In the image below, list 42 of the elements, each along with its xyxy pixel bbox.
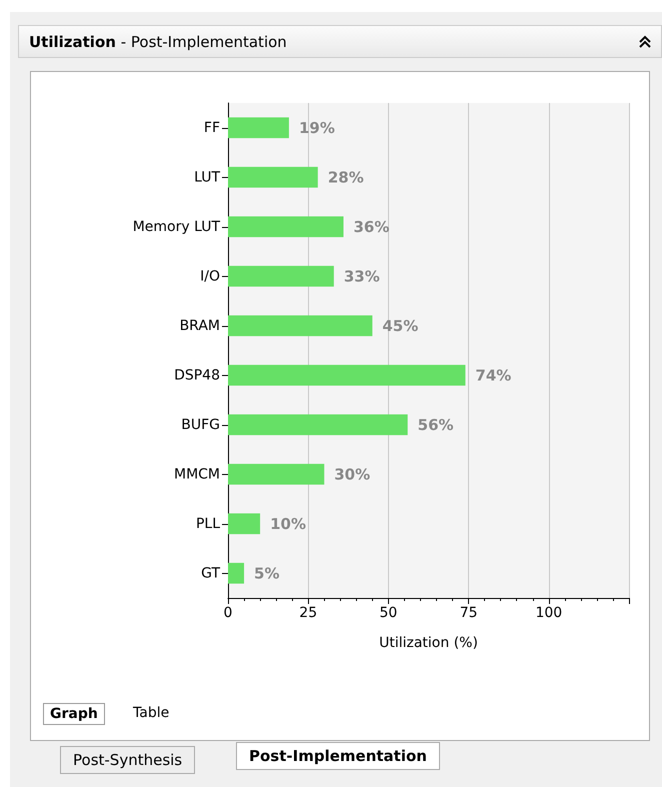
bar bbox=[228, 464, 324, 485]
data-label: 5% bbox=[254, 564, 280, 582]
y-tick-label: PLL bbox=[196, 516, 220, 532]
bar bbox=[228, 414, 408, 436]
bar bbox=[228, 364, 466, 386]
text: Post-Implementation bbox=[236, 742, 440, 770]
bar bbox=[228, 216, 344, 238]
bar bbox=[228, 513, 260, 534]
x-tick-label: 100 bbox=[535, 605, 562, 621]
y-tick-label: LUT bbox=[194, 169, 220, 186]
data-label: 10% bbox=[270, 514, 306, 533]
y-tick-label: GT bbox=[201, 565, 220, 582]
data-label: 30% bbox=[334, 465, 370, 484]
y-tick-label: FF bbox=[204, 120, 220, 136]
y-tick-label: I/O bbox=[200, 268, 220, 284]
bar bbox=[228, 315, 372, 336]
text: Table bbox=[132, 704, 170, 723]
chart-subtitle: - Post-Implementation bbox=[120, 33, 287, 51]
data-label: 74% bbox=[475, 366, 512, 384]
data-label: 33% bbox=[344, 267, 380, 286]
data-label: 19% bbox=[298, 118, 335, 137]
bar bbox=[228, 562, 244, 584]
y-tick-label: BRAM bbox=[180, 318, 220, 334]
bar bbox=[228, 117, 289, 138]
bar bbox=[228, 266, 334, 287]
data-label: 36% bbox=[353, 218, 390, 236]
x-tick-label: 50 bbox=[379, 605, 398, 621]
text: Post-Synthesis bbox=[60, 746, 196, 774]
x-tick-label: 25 bbox=[299, 605, 318, 621]
data-label: 56% bbox=[418, 416, 454, 434]
y-tick-label: MMCM bbox=[174, 466, 220, 482]
bar bbox=[228, 166, 318, 188]
y-tick-label: Memory LUT bbox=[132, 218, 220, 235]
x-tick-label: 0 bbox=[224, 605, 232, 621]
y-tick-label: DSP48 bbox=[174, 367, 220, 384]
x-tick-label: 75 bbox=[460, 605, 478, 621]
x-axis-title: Utilization (%) bbox=[379, 635, 478, 651]
data-label: 28% bbox=[328, 168, 364, 186]
text: Graph bbox=[43, 703, 105, 725]
y-tick-label: BUFG bbox=[181, 416, 220, 433]
data-label: 45% bbox=[382, 316, 418, 335]
text: Utilization bbox=[29, 33, 116, 51]
